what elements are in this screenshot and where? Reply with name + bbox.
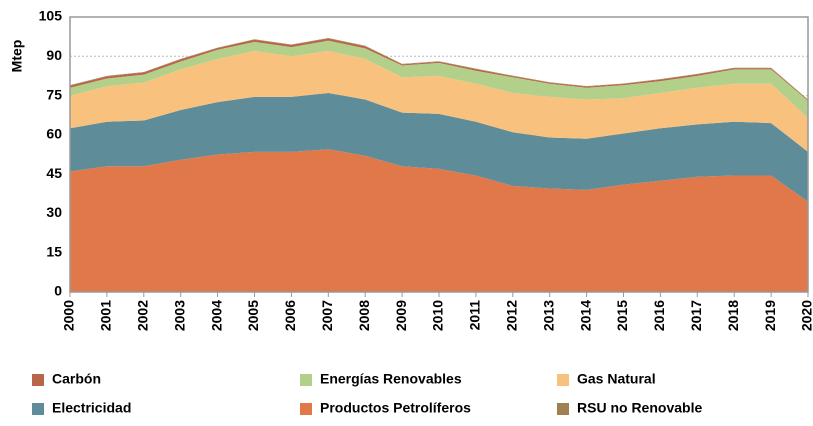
legend-label: Electricidad	[52, 400, 131, 416]
x-tick-label: 2015	[614, 300, 630, 331]
x-tick-label: 2003	[171, 300, 187, 331]
x-tick-label: 2018	[725, 300, 741, 331]
x-tick-label: 2017	[688, 300, 704, 331]
y-tick-label: 105	[39, 8, 63, 24]
x-tick-label: 2011	[467, 300, 483, 331]
y-axis-label: Mtep	[9, 40, 25, 73]
y-tick-label: 60	[46, 126, 62, 142]
legend-label: Energías Renovables	[320, 371, 462, 387]
legend-label: Productos Petrolíferos	[320, 400, 471, 416]
x-tick-label: 2002	[135, 300, 151, 331]
x-tick-label: 2014	[577, 300, 593, 331]
x-tick-label: 2012	[504, 300, 520, 331]
legend-swatch	[300, 403, 312, 415]
x-tick-label: 2006	[282, 300, 298, 331]
x-tick-label: 2004	[208, 300, 224, 331]
y-tick-label: 90	[46, 47, 62, 63]
legend-swatch	[300, 374, 312, 386]
x-tick-label: 2016	[651, 300, 667, 331]
legend-label: RSU no Renovable	[577, 400, 702, 416]
legend-swatch	[557, 403, 569, 415]
area	[70, 92, 808, 202]
x-tick-label: 2013	[540, 300, 556, 331]
x-tick-label: 2010	[430, 300, 446, 331]
x-tick-label: 2007	[319, 300, 335, 331]
x-tick-label: 2008	[356, 300, 372, 331]
x-tick-label: 2005	[245, 300, 261, 331]
x-tick-label: 2001	[98, 300, 114, 331]
legend-swatch	[32, 403, 44, 415]
y-tick-label: 30	[46, 204, 62, 220]
area	[70, 149, 808, 292]
legend-label: Carbón	[52, 371, 101, 387]
y-tick-label: 45	[46, 165, 62, 181]
legend-label: Gas Natural	[577, 371, 656, 387]
x-tick-label: 2020	[799, 300, 813, 331]
legend-swatch	[32, 374, 44, 386]
y-tick-label: 75	[46, 86, 62, 102]
area	[70, 51, 808, 152]
x-tick-label: 2009	[393, 300, 409, 331]
x-tick-label: 2000	[61, 300, 77, 331]
x-tick-label: 2019	[762, 300, 778, 331]
y-tick-label: 0	[54, 283, 62, 299]
y-tick-label: 15	[46, 243, 62, 259]
legend-swatch	[557, 374, 569, 386]
